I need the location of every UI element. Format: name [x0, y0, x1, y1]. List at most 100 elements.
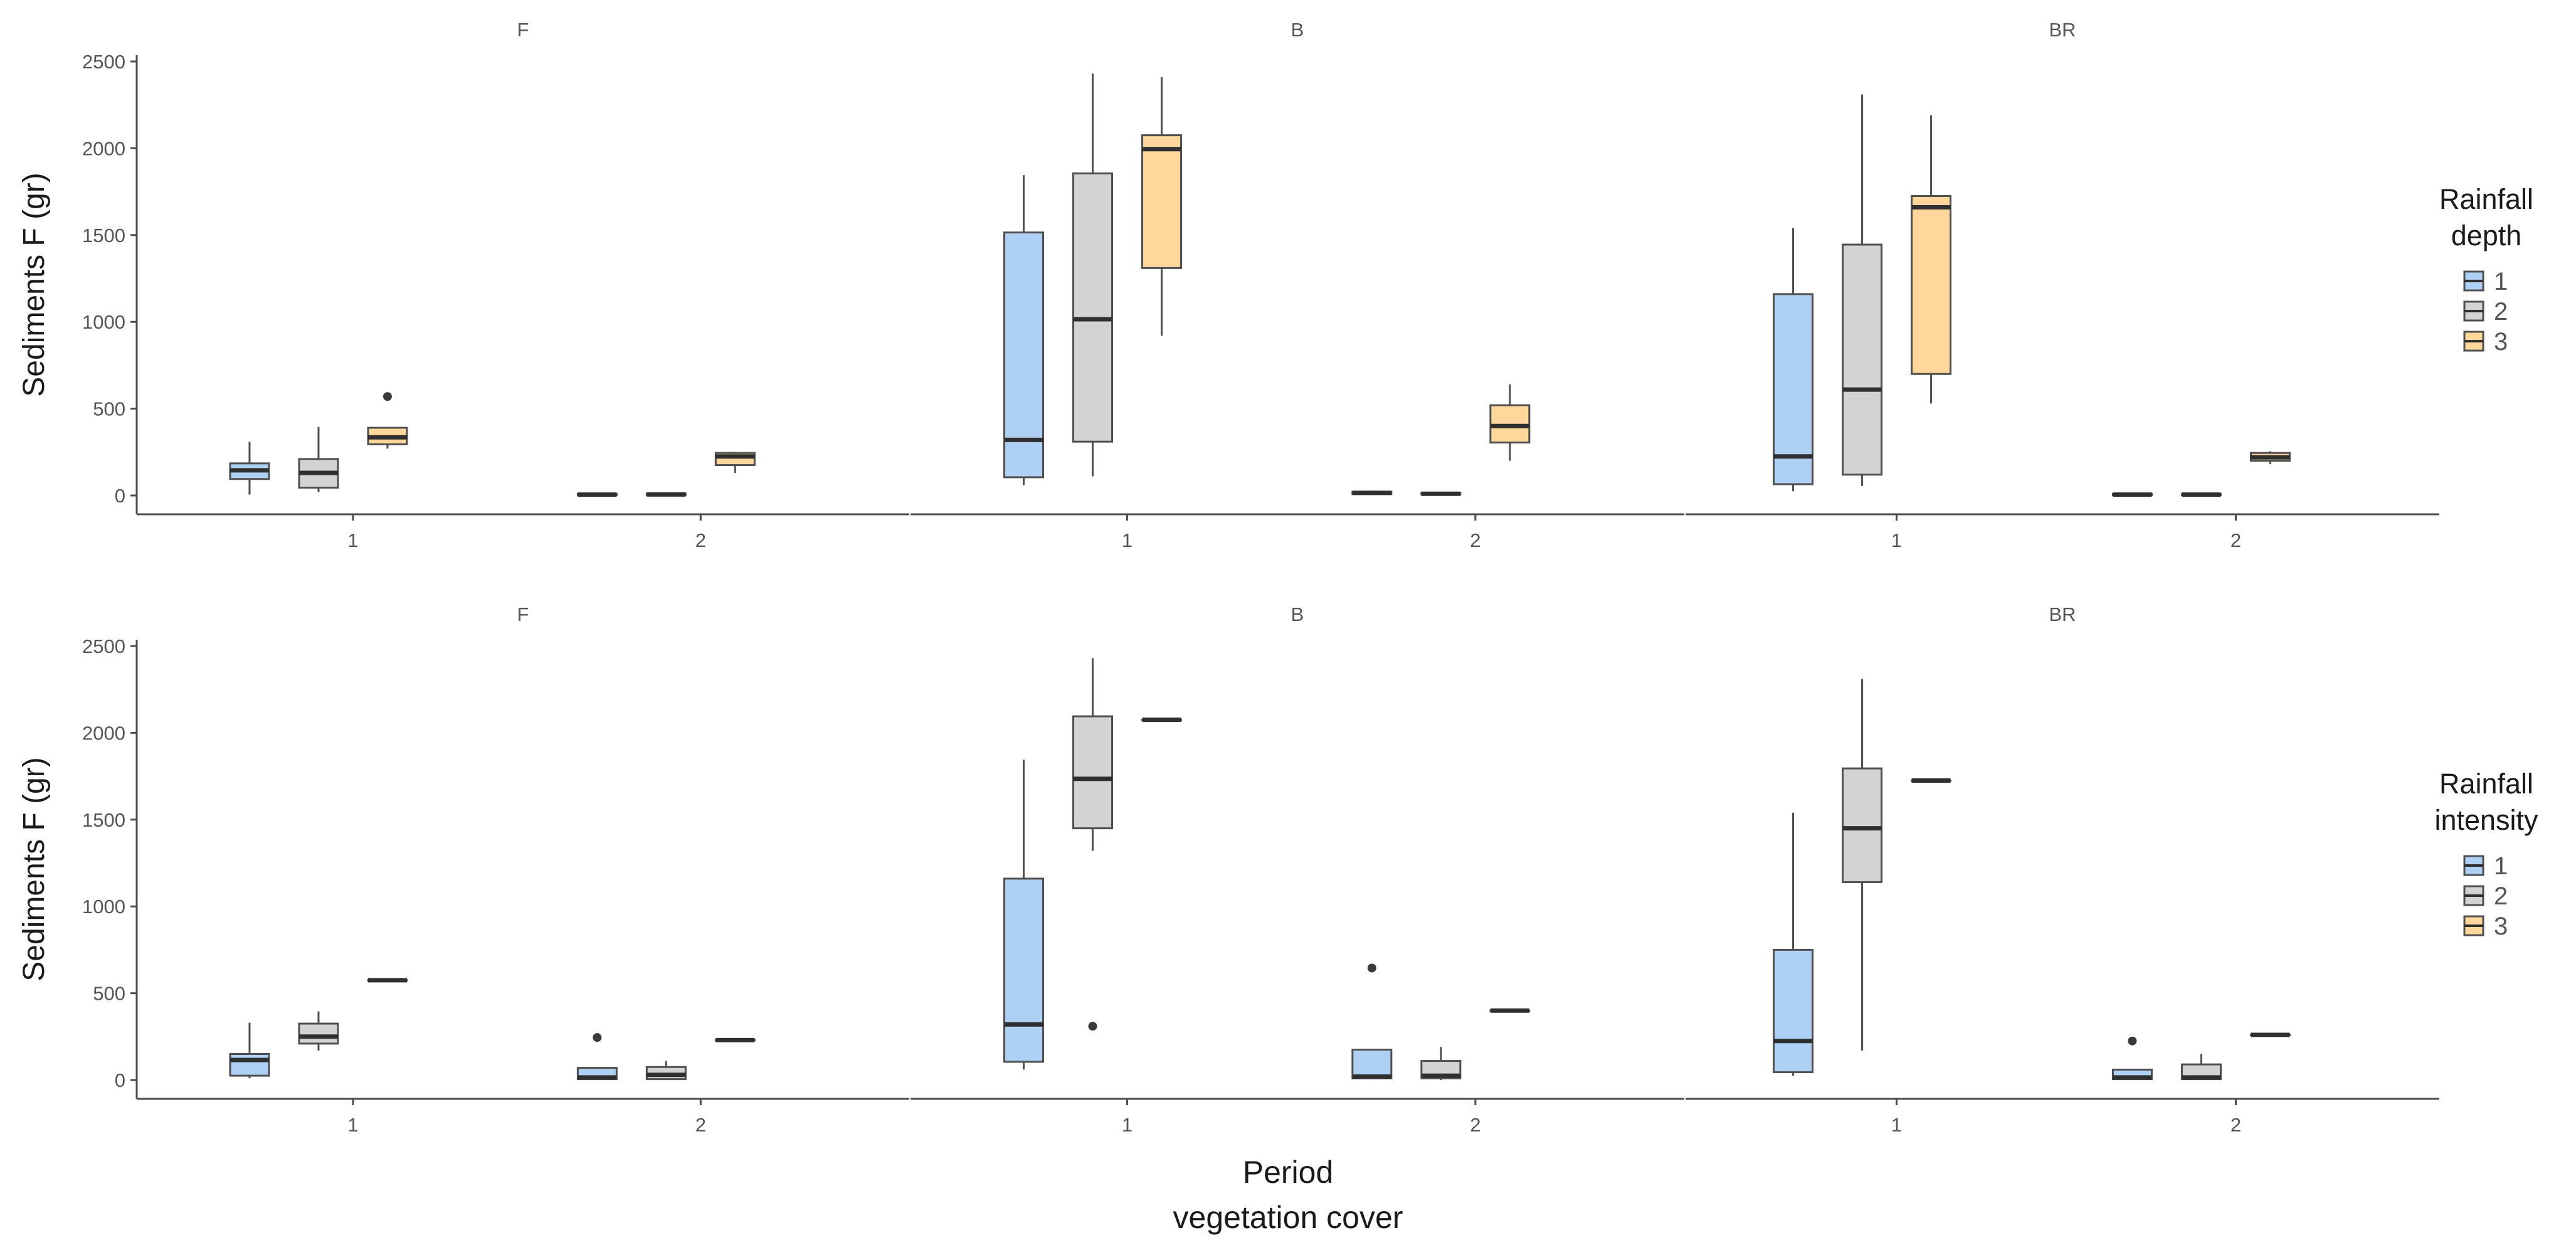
box-period2-group1 — [2111, 492, 2153, 497]
y-tick-label: 1500 — [82, 809, 125, 831]
box-period1-group2 — [298, 1011, 339, 1051]
panel-title: BR — [2049, 603, 2076, 625]
y-axis-label: Sediments F (gr) — [18, 757, 51, 981]
box-body — [1141, 134, 1183, 269]
panel-br-row-2: BR 1 2 — [1686, 603, 2439, 1136]
x-tick-label: 2 — [2230, 529, 2241, 551]
x-tick-label: 2 — [1470, 1114, 1481, 1136]
box-period2-group2 — [645, 1061, 687, 1081]
box-period2-group3 — [1489, 384, 1531, 461]
y-tick-label: 0 — [115, 485, 125, 507]
y-axis-label: Sediments F (gr) — [18, 172, 51, 396]
box-period2-group2 — [2180, 1054, 2222, 1081]
x-tick-label: 1 — [1891, 529, 1902, 551]
box-period2-group1 — [576, 1033, 618, 1081]
x-tick-label: 1 — [1891, 1114, 1902, 1136]
legend-title: Rainfall — [2439, 183, 2533, 215]
legend-title: Rainfall — [2439, 768, 2533, 800]
y-tick-label: 1000 — [82, 311, 125, 333]
panel-b-row-2: B 1 2 — [911, 603, 1684, 1136]
x-tick-label: 1 — [347, 1114, 358, 1136]
y-tick-label: 2500 — [82, 635, 125, 657]
box-body — [1351, 1049, 1393, 1079]
legend-row-2: Rainfall intensity 12 3 — [2434, 768, 2538, 940]
legend-label: 1 — [2494, 852, 2508, 880]
box-period2-group1 — [576, 492, 618, 497]
box-period2-group1 — [1351, 963, 1393, 1079]
legend-label: 1 — [2494, 268, 2508, 295]
legend-label: 3 — [2494, 913, 2508, 940]
box-period1-group1 — [1003, 760, 1045, 1070]
x-tick-label: 2 — [695, 529, 706, 551]
box-period2-group1 — [2111, 1036, 2153, 1081]
box-period2-group2 — [645, 492, 687, 497]
y-tick-label: 1000 — [82, 896, 125, 918]
panel-title: B — [1291, 19, 1304, 41]
legend-label: 2 — [2494, 298, 2508, 326]
x-tick-label: 1 — [1122, 1114, 1132, 1136]
box-period2-group3 — [714, 1037, 756, 1042]
panel-title: BR — [2049, 19, 2076, 41]
box-period2-group2 — [1420, 491, 1462, 496]
box-period1-group1 — [1773, 812, 1814, 1076]
x-tick-label: 2 — [2230, 1114, 2241, 1136]
box-period1-group3 — [367, 978, 408, 983]
box-body — [1911, 195, 1952, 375]
y-tick-label: 2500 — [82, 51, 125, 73]
box-body — [1773, 293, 1814, 485]
box-body — [1003, 877, 1045, 1063]
box-outlier — [1367, 963, 1376, 973]
box-period1-group2 — [1072, 658, 1114, 1031]
panel-b-row-1: B 1 2 — [911, 19, 1684, 551]
box-body — [1003, 231, 1045, 479]
box-body — [1842, 243, 1883, 476]
panel-br-row-1: BR 1 2 — [1686, 19, 2439, 551]
box-outlier — [383, 392, 392, 401]
x-tick-label: 2 — [695, 1114, 706, 1136]
box-period1-group3 — [1141, 718, 1183, 723]
legend-row-1: Rainfall depth 1 23 — [2439, 183, 2533, 356]
x-tick-label: 1 — [347, 529, 358, 551]
y-tick-label: 1500 — [82, 225, 125, 246]
y-tick-label: 500 — [93, 983, 125, 1005]
legend-label: 2 — [2494, 882, 2508, 910]
box-period1-group3 — [1911, 115, 1952, 404]
panel-f-row-1: F 1 2 — [137, 19, 909, 551]
box-period2-group3 — [2249, 451, 2291, 465]
box-outlier — [2128, 1036, 2137, 1046]
box-period1-group2 — [1072, 73, 1114, 477]
x-tick-label: 1 — [1122, 529, 1132, 551]
y-tick-label: 2000 — [82, 137, 125, 159]
box-period2-group1 — [1351, 490, 1393, 495]
y-tick-label: 0 — [115, 1069, 125, 1091]
legend-title: intensity — [2434, 804, 2538, 836]
panel-title: F — [517, 603, 529, 625]
x-axis-title-line1: Period — [1243, 1155, 1334, 1190]
y-tick-label: 2000 — [82, 722, 125, 744]
x-axis-title-line2: vegetation cover — [1173, 1200, 1403, 1235]
box-period2-group2 — [2180, 492, 2222, 497]
panel-title: F — [517, 19, 529, 41]
box-period1-group3 — [367, 392, 408, 449]
panel-title: B — [1291, 603, 1304, 625]
box-period1-group2 — [298, 426, 339, 492]
box-period2-group2 — [1420, 1047, 1462, 1080]
box-period1-group1 — [229, 1022, 270, 1079]
box-body — [1842, 767, 1883, 883]
box-body — [298, 1022, 339, 1045]
box-period1-group2 — [1842, 679, 1883, 1051]
box-period1-group1 — [229, 442, 270, 495]
box-period1-group3 — [1141, 77, 1183, 336]
box-body — [1072, 172, 1114, 443]
box-period2-group3 — [1489, 1008, 1531, 1013]
legend-label: 3 — [2494, 328, 2508, 356]
legend-title: depth — [2451, 220, 2522, 252]
y-tick-label: 500 — [93, 398, 125, 420]
box-period1-group1 — [1003, 175, 1045, 485]
box-body — [1072, 715, 1114, 830]
box-outlier — [593, 1033, 602, 1042]
box-period1-group2 — [1842, 94, 1883, 486]
